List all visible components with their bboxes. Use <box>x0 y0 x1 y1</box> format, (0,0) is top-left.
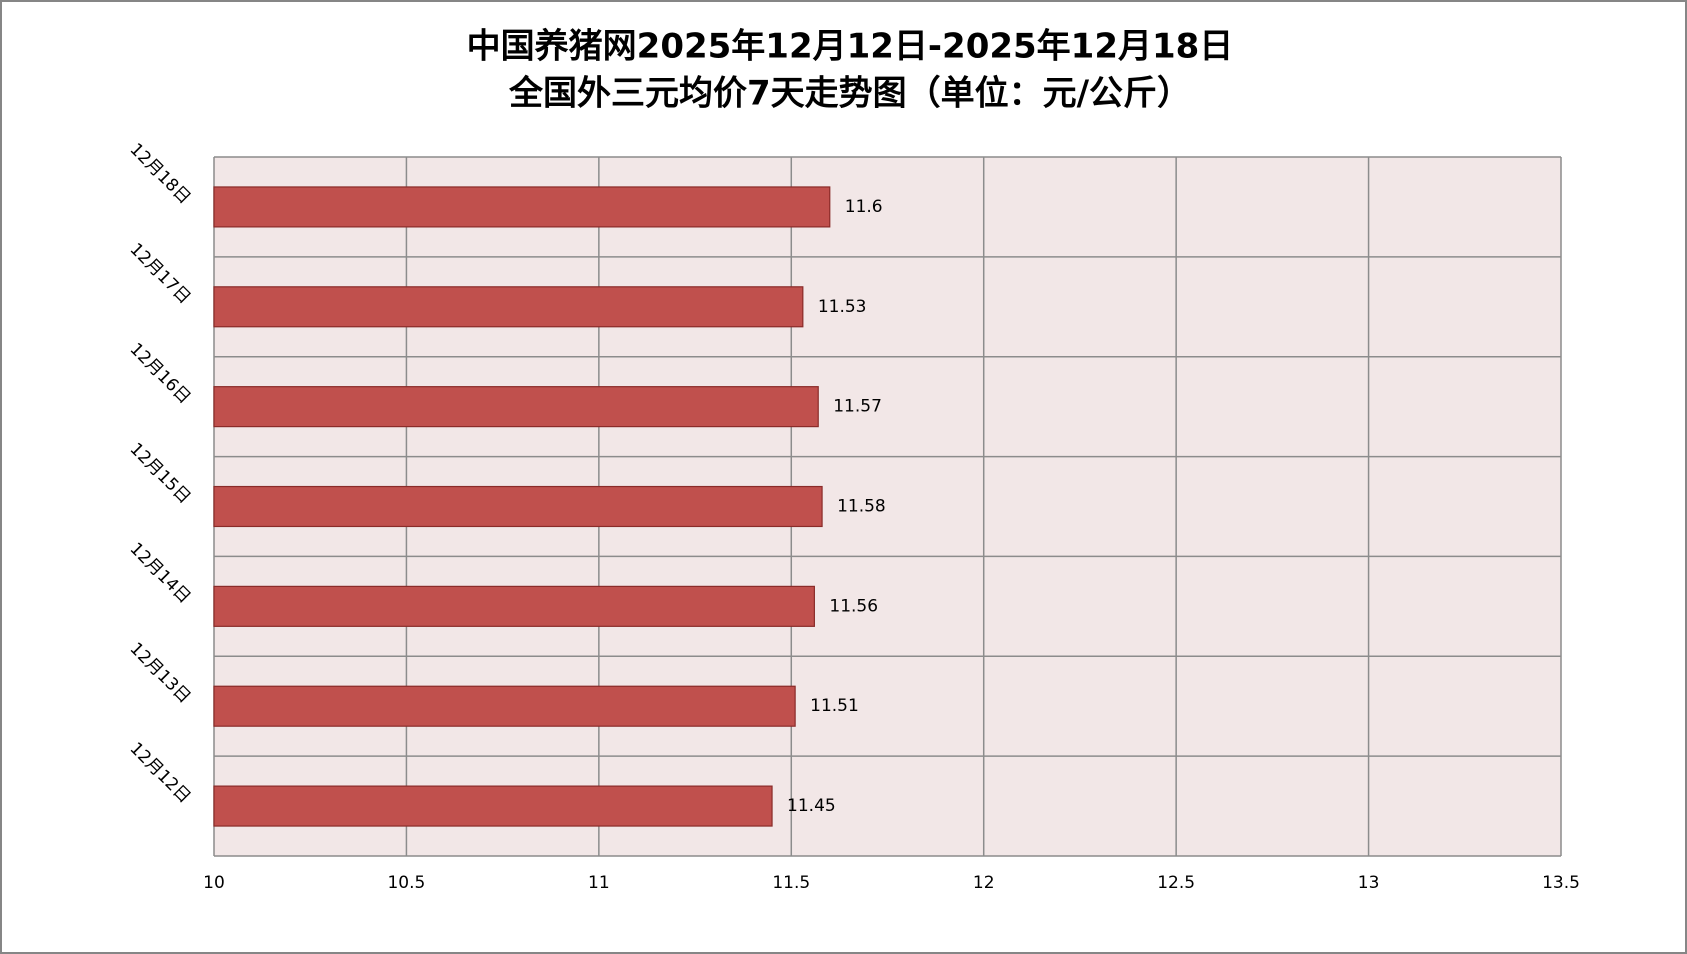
data-label: 11.45 <box>787 796 836 816</box>
bar <box>213 186 831 228</box>
x-tick-label: 11.5 <box>772 873 810 893</box>
data-label: 11.53 <box>818 297 867 317</box>
bar <box>213 485 823 528</box>
x-tick-label: 12.5 <box>1157 873 1195 893</box>
bar <box>213 685 796 727</box>
x-tick-label: 10.5 <box>387 873 425 893</box>
x-tick-label: 13.5 <box>1542 873 1580 893</box>
bar <box>213 386 819 428</box>
bar <box>213 585 815 627</box>
data-label: 11.56 <box>829 596 878 616</box>
x-tick-label: 13 <box>1358 873 1380 893</box>
data-label: 11.6 <box>845 197 883 217</box>
x-tick-label: 10 <box>203 873 225 893</box>
x-tick-label: 12 <box>973 873 995 893</box>
x-tick-label: 11 <box>588 873 610 893</box>
bar <box>213 286 804 328</box>
chart-title: 中国养猪网2025年12月12日-2025年12月18日 <box>467 27 1234 67</box>
chart-subtitle: 全国外三元均价7天走势图（单位：元/公斤） <box>508 74 1191 114</box>
data-label: 11.57 <box>833 397 882 417</box>
data-label: 11.58 <box>837 497 886 517</box>
bar <box>213 785 773 827</box>
data-label: 11.51 <box>810 696 859 716</box>
